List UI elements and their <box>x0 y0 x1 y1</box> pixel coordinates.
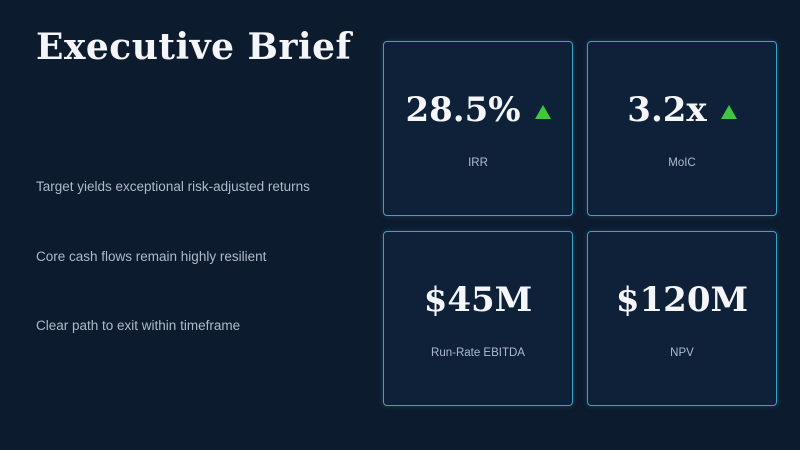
slide-title: Executive Brief <box>36 26 352 68</box>
kpi-label: Run-Rate EBITDA <box>431 347 525 359</box>
kpi-metric: 28.5% <box>384 90 572 130</box>
bullet-point: Target yields exceptional risk-adjusted … <box>36 179 310 194</box>
kpi-value: 3.2x <box>627 90 707 130</box>
kpi-value: $120M <box>615 280 749 320</box>
kpi-metric: $45M <box>384 280 572 320</box>
kpi-card-irr: 28.5% IRR <box>383 41 573 216</box>
kpi-label: IRR <box>468 157 488 169</box>
kpi-value: $45M <box>423 280 533 320</box>
bullet-point: Core cash flows remain highly resilient <box>36 249 267 264</box>
kpi-metric: 3.2x <box>588 90 776 130</box>
kpi-card-ebitda: $45M Run-Rate EBITDA <box>383 231 573 406</box>
kpi-metric: $120M <box>588 280 776 320</box>
kpi-label: MoIC <box>668 157 696 169</box>
bullet-point: Clear path to exit within timeframe <box>36 318 241 333</box>
up-arrow-icon <box>534 104 551 124</box>
kpi-value: 28.5% <box>405 90 521 130</box>
kpi-card-npv: $120M NPV <box>587 231 777 406</box>
up-arrow-icon <box>720 104 737 124</box>
kpi-label: NPV <box>670 347 694 359</box>
kpi-card-moic: 3.2x MoIC <box>587 41 777 216</box>
